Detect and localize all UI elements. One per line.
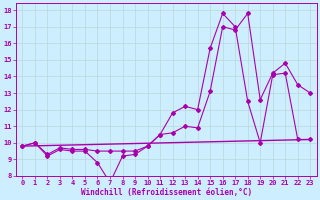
X-axis label: Windchill (Refroidissement éolien,°C): Windchill (Refroidissement éolien,°C) (81, 188, 252, 197)
